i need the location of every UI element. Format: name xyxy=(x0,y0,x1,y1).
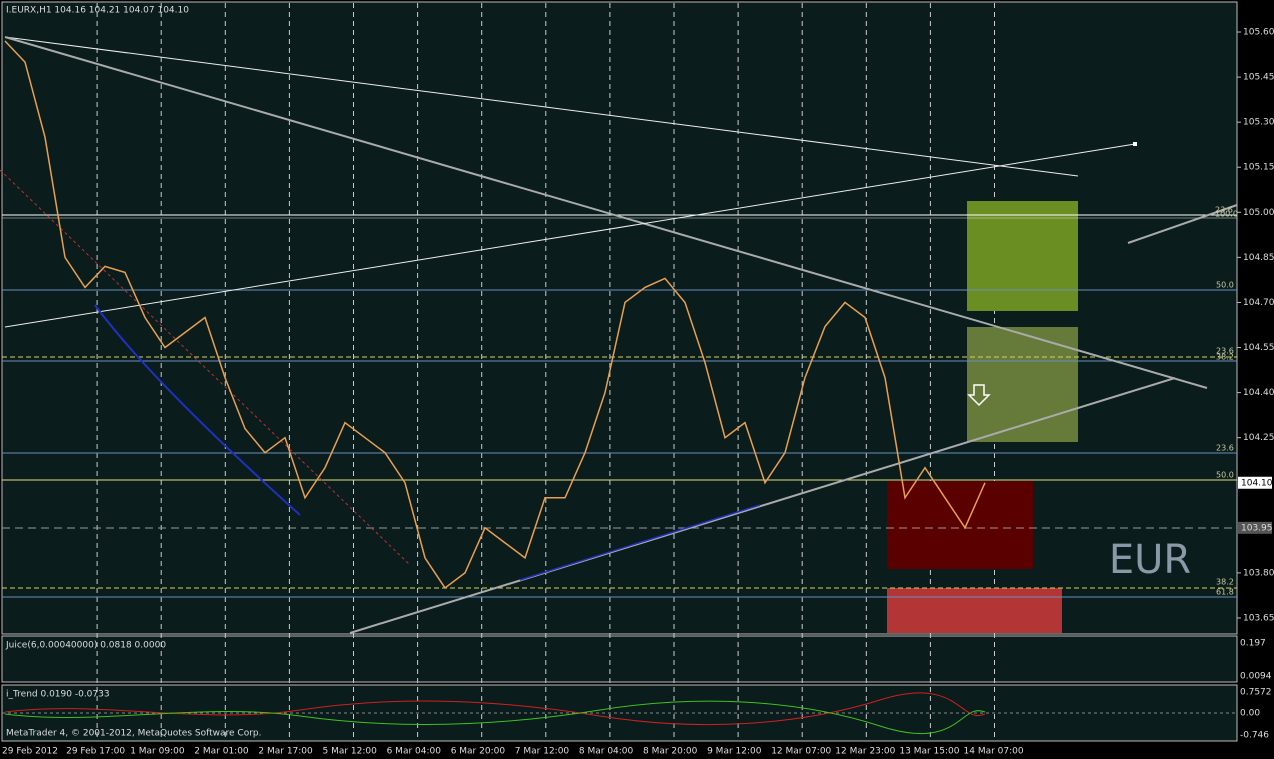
indicator-label: Juice(6,0.00040000) 0.0818 0.0000 xyxy=(5,641,166,651)
juice-pane xyxy=(1,635,1238,683)
trendline xyxy=(519,504,761,581)
trendline xyxy=(4,36,1208,389)
indicator-tick: 0.7572 xyxy=(1240,688,1272,698)
x-tick-label: 2 Mar 17:00 xyxy=(258,747,313,757)
indicator-tick: 0.00 xyxy=(1240,709,1260,719)
trend-green xyxy=(4,700,986,735)
indicator-tick: 0.0094 xyxy=(1240,672,1272,682)
zone-olive xyxy=(967,327,1078,442)
fib-label: 38.2 xyxy=(1216,578,1234,587)
y-tick-label: 103.65 xyxy=(1243,613,1274,623)
x-tick-label: 2 Mar 01:00 xyxy=(194,747,249,757)
indicator-label: i_Trend 0.0190 -0.0733 xyxy=(6,690,110,700)
y-tick-label: 104.70 xyxy=(1243,298,1274,308)
trendline xyxy=(4,36,1079,177)
main-pane xyxy=(1,1,1238,635)
y-tick-label: 105.60 xyxy=(1243,28,1274,38)
trendline xyxy=(0,169,411,566)
x-tick-label: 12 Mar 07:00 xyxy=(771,747,831,757)
fib-label: 23.6 xyxy=(1216,347,1234,356)
x-tick-label: 9 Mar 12:00 xyxy=(707,747,762,757)
arrow-down xyxy=(967,384,991,407)
price-line xyxy=(4,40,986,590)
y-tick-label: 105.00 xyxy=(1243,208,1274,218)
fib-label: 61.8 xyxy=(1216,588,1234,597)
x-tick-label: 6 Mar 04:00 xyxy=(387,747,442,757)
anchor xyxy=(1133,142,1137,146)
trendline xyxy=(94,304,301,516)
fib-label: 100.0 xyxy=(1215,210,1238,219)
price-box xyxy=(1238,476,1272,489)
symbol-header: I.EURX,H1 104.16 104.21 104.07 104.10 xyxy=(6,6,189,16)
y-tick-label: 104.55 xyxy=(1243,343,1274,353)
trendline xyxy=(1127,204,1238,244)
x-tick-label: 29 Feb 17:00 xyxy=(66,747,125,757)
y-tick-label: 103.80 xyxy=(1243,568,1274,578)
x-tick-label: 1 Mar 09:00 xyxy=(130,747,185,757)
trendlines xyxy=(0,36,1238,634)
x-tick-label: 8 Mar 20:00 xyxy=(643,747,698,757)
x-tick-label: 29 Feb 2012 xyxy=(2,747,58,757)
trendline xyxy=(4,143,1136,328)
copyright: MetaTrader 4, © 2001-2012, MetaQuotes So… xyxy=(6,729,262,739)
zone-red xyxy=(887,588,1062,633)
y-tick-label: 105.45 xyxy=(1243,73,1274,83)
zone-darkred xyxy=(887,481,1033,569)
levels xyxy=(2,214,1237,598)
fib-label: 50.0 xyxy=(1216,471,1234,480)
y-tick-label: 105.30 xyxy=(1243,118,1274,128)
x-tick-label: 5 Mar 12:00 xyxy=(323,747,378,757)
y-tick-label: 104.40 xyxy=(1243,388,1274,398)
y-tick-label: 104.25 xyxy=(1243,433,1274,443)
price-box-label: 103.95 xyxy=(1241,523,1273,533)
x-tick-label: 6 Mar 20:00 xyxy=(451,747,506,757)
price-box xyxy=(1238,521,1272,534)
x-tick-label: 13 Mar 15:00 xyxy=(899,747,959,757)
indicator-tick: -0.746 xyxy=(1240,731,1269,741)
x-tick-label: 12 Mar 23:00 xyxy=(835,747,895,757)
x-tick-label: 14 Mar 07:00 xyxy=(964,747,1024,757)
trendline xyxy=(349,377,1176,634)
x-tick-label: 7 Mar 12:00 xyxy=(515,747,570,757)
fib-label: 50.0 xyxy=(1216,281,1234,290)
zone-green xyxy=(967,201,1078,311)
price-box-label: 104.10 xyxy=(1241,478,1273,488)
fib-label: 23.6 xyxy=(1215,206,1233,215)
y-tick-label: 105.15 xyxy=(1243,163,1274,173)
indicator-tick: 0.197 xyxy=(1240,639,1266,649)
fib-label: 38.2 xyxy=(1216,353,1234,362)
trend-red xyxy=(4,692,986,726)
y-tick-label: 104.85 xyxy=(1243,253,1274,263)
watermark: EUR xyxy=(1109,537,1191,583)
x-tick-label: 8 Mar 04:00 xyxy=(579,747,634,757)
fib-label: 23.6 xyxy=(1216,444,1234,453)
